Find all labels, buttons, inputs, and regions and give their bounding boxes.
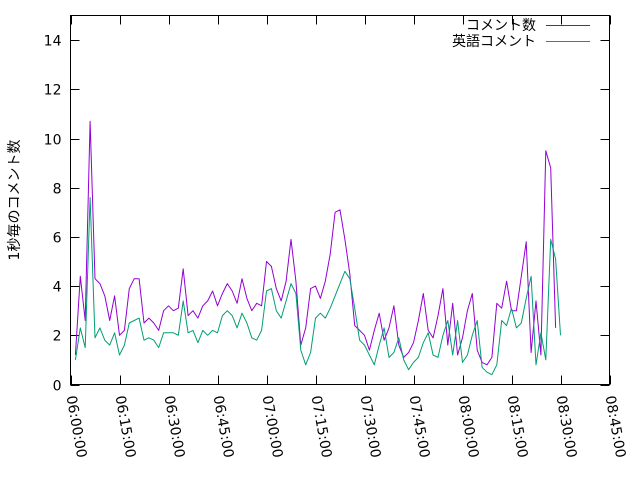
- legend-label-0: コメント数: [466, 18, 536, 34]
- plot-frame: [70, 15, 610, 385]
- y-tick-label: 6: [53, 231, 62, 247]
- x-tick-label: 06:30:00: [161, 394, 188, 459]
- series-line-1: [74, 197, 561, 376]
- x-tick-label: 07:45:00: [406, 394, 433, 459]
- y-tick-label: 2: [53, 329, 62, 345]
- y-axis: 0 2 4 6 8 10 12 14: [44, 34, 610, 395]
- series-layer: [74, 120, 561, 376]
- y-tick-label: 14: [44, 34, 62, 50]
- x-tick-label: 06:15:00: [112, 394, 139, 459]
- y-axis-label: 1秒毎のコメント数: [7, 140, 23, 261]
- y-tick-label: 8: [53, 182, 62, 198]
- x-tick-label: 08:15:00: [504, 394, 531, 459]
- series-line-0: [74, 120, 557, 366]
- y-tick-label: 10: [44, 133, 62, 149]
- x-tick-label: 08:30:00: [553, 394, 580, 459]
- y-tick-label: 12: [44, 83, 62, 99]
- legend: コメント数 英語コメント: [452, 18, 590, 50]
- x-tick-label: 08:45:00: [602, 394, 629, 459]
- x-tick-label: 07:00:00: [259, 394, 286, 459]
- x-tick-label: 06:45:00: [210, 394, 237, 459]
- x-tick-label: 07:30:00: [357, 394, 384, 459]
- y-tick-label: 0: [53, 379, 62, 395]
- x-tick-label: 06:00:00: [63, 394, 90, 459]
- x-tick-label: 08:00:00: [455, 394, 482, 459]
- y-tick-label: 4: [53, 280, 62, 296]
- legend-label-1: 英語コメント: [452, 33, 536, 50]
- x-tick-label: 07:15:00: [308, 394, 335, 459]
